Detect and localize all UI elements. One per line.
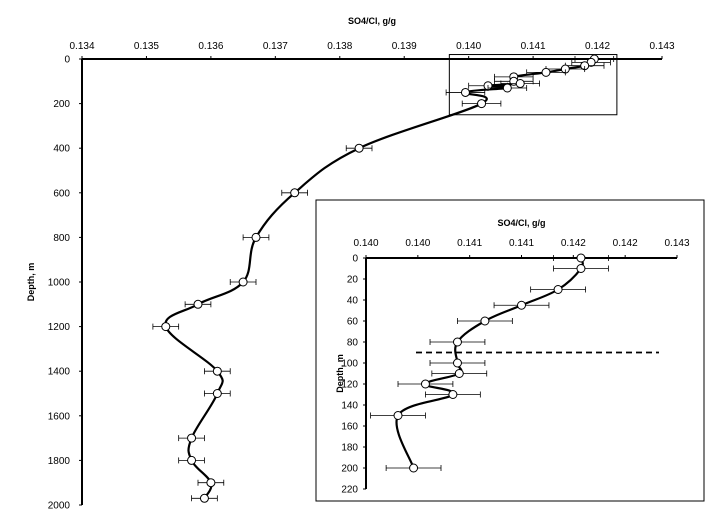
x-tick-label: 0.142 [613, 238, 638, 249]
x-tick-label: 0.136 [198, 41, 223, 52]
main-chart: 0.134 0.135 0.136 0.137 0.138 0.139 0.140 0.141… [26, 16, 675, 512]
data-point [393, 411, 403, 420]
y-tick-label: 1200 [48, 322, 71, 333]
y-tick-label: 200 [53, 99, 70, 110]
y-tick-label: 1400 [48, 367, 71, 378]
y-tick-label: 20 [347, 275, 359, 286]
x-tick-label: 0.143 [664, 238, 689, 249]
data-point [477, 99, 487, 109]
data-point [187, 455, 197, 465]
y-tick-label: 200 [341, 464, 358, 475]
data-point [161, 322, 171, 332]
y-tick-label: 0 [352, 254, 358, 265]
data-point [452, 358, 462, 368]
x-tick-label: 0.140 [405, 238, 430, 249]
y-tick-label: 1600 [48, 411, 71, 422]
x-tick-label: 0.143 [649, 41, 674, 52]
data-point [187, 433, 197, 443]
data-point [420, 379, 430, 389]
x-tick-label: 0.134 [69, 41, 94, 52]
data-point [212, 366, 222, 376]
data-point [553, 285, 563, 294]
data-point [576, 253, 586, 263]
data-point [206, 478, 216, 488]
zoom-box [448, 54, 618, 116]
y-tick-label: 2000 [48, 501, 71, 512]
data-point [517, 300, 526, 310]
data-point [452, 337, 462, 347]
y-tick-label: 0 [64, 55, 70, 66]
data-point [354, 143, 364, 153]
data-point [448, 390, 458, 399]
data-point [193, 299, 203, 309]
data-point [541, 67, 551, 77]
data-point [515, 79, 525, 89]
data-point [199, 493, 209, 503]
data-point [212, 389, 222, 398]
y-tick-label: 800 [53, 233, 70, 244]
y-tick-label: 400 [53, 144, 70, 155]
y-axis-title: Depth, m [335, 354, 345, 393]
inset-frame [315, 199, 705, 502]
x-tick-label: 0.135 [134, 41, 159, 52]
x-tick-label: 0.141 [457, 238, 482, 249]
y-tick-label: 100 [341, 359, 358, 370]
y-tick-label: 1800 [48, 456, 71, 467]
data-point [409, 463, 419, 473]
y-tick-label: 40 [347, 296, 359, 307]
data-point [480, 316, 490, 326]
data-point [576, 264, 586, 273]
x-tick-label: 0.140 [353, 238, 378, 249]
data-point [502, 83, 512, 93]
inset-chart: 0.140 0.140 0.141 0.141 0.142 0.142 0.143 0 20 40… [315, 199, 705, 502]
x-axis-title: SO4/Cl, g/g [348, 16, 396, 26]
x-tick-label: 0.140 [456, 41, 481, 52]
data-point [238, 277, 248, 287]
x-tick-label: 0.139 [392, 41, 417, 52]
x-tick-label: 0.141 [521, 41, 546, 52]
x-tick-label: 0.142 [585, 41, 610, 52]
y-tick-label: 140 [341, 401, 358, 412]
y-tick-label: 60 [347, 317, 359, 328]
data-point [460, 87, 470, 97]
data-point [251, 232, 261, 242]
x-tick-label: 0.142 [561, 238, 586, 249]
y-tick-label: 600 [53, 188, 70, 199]
data-point [290, 188, 300, 198]
x-axis-title: SO4/Cl, g/g [497, 218, 545, 228]
x-tick-label: 0.138 [327, 41, 352, 52]
y-tick-label: 180 [341, 443, 358, 454]
y-tick-label: 120 [341, 380, 358, 391]
data-point [454, 369, 464, 378]
y-tick-label: 160 [341, 422, 358, 433]
x-tick-label: 0.137 [263, 41, 288, 52]
y-axis-title: Depth, m [26, 263, 36, 302]
y-tick-label: 220 [341, 485, 358, 496]
y-tick-label: 80 [347, 338, 359, 349]
y-tick-label: 1000 [48, 278, 71, 289]
x-tick-label: 0.141 [509, 238, 534, 249]
